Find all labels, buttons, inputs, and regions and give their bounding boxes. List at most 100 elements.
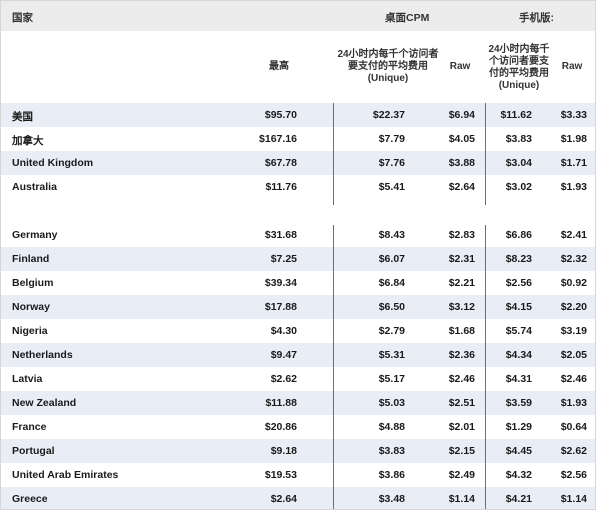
header-mobile: 手机版: [519, 12, 554, 24]
cell-desktop-raw: $3.12 [448, 301, 475, 313]
cell-mobile-raw: $1.71 [560, 157, 587, 169]
table-row [1, 199, 595, 223]
cell-max: $67.78 [264, 157, 297, 169]
cell-mobile-unique: $3.04 [505, 157, 532, 169]
cell-desktop-raw: $2.51 [448, 397, 475, 409]
cell-country: United Kingdom [12, 157, 94, 169]
cell-country: Portugal [12, 445, 55, 457]
table-column-header: 最高 24小时内每千个访问者要支付的平均费用 (Unique) Raw 24小时… [1, 31, 595, 103]
cell-mobile-unique: $4.32 [505, 469, 532, 481]
col-max: 最高 [269, 61, 289, 72]
cell-desktop-raw: $1.14 [448, 493, 475, 505]
cell-desktop-unique: $7.76 [378, 157, 405, 169]
table-row: Portugal $9.18 $3.83 $2.15 $4.45 $2.62 [1, 439, 595, 463]
cell-max: $9.47 [270, 349, 297, 361]
table-row: Latvia $2.62 $5.17 $2.46 $4.31 $2.46 [1, 367, 595, 391]
cell-max: $20.86 [264, 421, 297, 433]
table-row: 美国 $95.70 $22.37 $6.94 $11.62 $3.33 [1, 103, 595, 127]
cell-country: Nigeria [12, 325, 48, 337]
cell-max: $9.18 [270, 445, 297, 457]
cell-desktop-raw: $2.64 [448, 181, 475, 193]
cell-desktop-unique: $5.03 [378, 397, 405, 409]
table-row: Belgium $39.34 $6.84 $2.21 $2.56 $0.92 [1, 271, 595, 295]
table-row: Nigeria $4.30 $2.79 $1.68 $5.74 $3.19 [1, 319, 595, 343]
cell-country: Australia [12, 181, 57, 193]
cell-desktop-raw: $4.05 [448, 133, 475, 145]
cell-desktop-raw: $2.01 [448, 421, 475, 433]
cell-desktop-raw: $2.31 [448, 253, 475, 265]
cell-mobile-raw: $1.93 [560, 181, 587, 193]
cell-desktop-unique: $3.83 [378, 445, 405, 457]
column-divider [333, 103, 334, 205]
cell-mobile-unique: $3.59 [505, 397, 532, 409]
cell-desktop-raw: $3.88 [448, 157, 475, 169]
cell-desktop-unique: $5.31 [378, 349, 405, 361]
col-mobile-raw: Raw [561, 61, 583, 72]
cell-max: $2.62 [270, 373, 297, 385]
cell-country: Germany [12, 229, 58, 241]
cell-desktop-raw: $1.68 [448, 325, 475, 337]
table-row: New Zealand $11.88 $5.03 $2.51 $3.59 $1.93 [1, 391, 595, 415]
cell-mobile-unique: $3.02 [505, 181, 532, 193]
cell-max: $2.64 [270, 493, 297, 505]
cell-mobile-raw: $1.98 [560, 133, 587, 145]
cell-desktop-raw: $2.83 [448, 229, 475, 241]
cell-desktop-unique: $3.86 [378, 469, 405, 481]
cell-country: France [12, 421, 47, 433]
header-country: 国家 [12, 12, 33, 24]
cell-desktop-raw: $2.21 [448, 277, 475, 289]
cell-desktop-unique: $5.17 [378, 373, 405, 385]
cell-mobile-raw: $2.62 [560, 445, 587, 457]
table-row: Netherlands $9.47 $5.31 $2.36 $4.34 $2.05 [1, 343, 595, 367]
col-desktop-raw: Raw [449, 61, 471, 72]
cell-mobile-unique: $5.74 [505, 325, 532, 337]
cell-mobile-raw: $1.14 [560, 493, 587, 505]
cell-mobile-unique: $8.23 [505, 253, 532, 265]
cell-desktop-unique: $7.79 [378, 133, 405, 145]
cell-mobile-unique: $4.34 [505, 349, 532, 361]
cell-desktop-unique: $3.48 [378, 493, 405, 505]
table-row: United Kingdom $67.78 $7.76 $3.88 $3.04 $1.71 [1, 151, 595, 175]
cell-max: $31.68 [264, 229, 297, 241]
column-divider [485, 103, 486, 205]
cell-country: 加拿大 [12, 135, 44, 147]
column-divider [333, 225, 334, 509]
cell-mobile-unique: $4.15 [505, 301, 532, 313]
cell-country: Finland [12, 253, 50, 265]
cell-country: Greece [12, 493, 48, 505]
cell-max: $17.88 [264, 301, 297, 313]
cell-desktop-unique: $6.84 [378, 277, 405, 289]
cell-country: 美国 [12, 111, 33, 123]
cell-mobile-unique: $4.31 [505, 373, 532, 385]
cell-mobile-raw: $3.33 [560, 109, 587, 121]
cell-mobile-unique: $1.29 [505, 421, 532, 433]
cell-mobile-raw: $3.19 [560, 325, 587, 337]
cell-desktop-raw: $2.49 [448, 469, 475, 481]
cell-max: $11.76 [265, 181, 297, 193]
cell-desktop-unique: $6.50 [378, 301, 405, 313]
cell-desktop-raw: $2.15 [448, 445, 475, 457]
table-row: 加拿大 $167.16 $7.79 $4.05 $3.83 $1.98 [1, 127, 595, 151]
table-row: Australia $11.76 $5.41 $2.64 $3.02 $1.93 [1, 175, 595, 199]
table-row: Greece $2.64 $3.48 $1.14 $4.21 $1.14 [1, 487, 595, 509]
cell-desktop-unique: $5.41 [378, 181, 405, 193]
cell-country: Norway [12, 301, 50, 313]
cell-mobile-raw: $2.32 [560, 253, 587, 265]
table-row: France $20.86 $4.88 $2.01 $1.29 $0.64 [1, 415, 595, 439]
cell-country: United Arab Emirates [12, 469, 119, 481]
cell-desktop-unique: $8.43 [378, 229, 405, 241]
cell-mobile-raw: $1.93 [560, 397, 587, 409]
cell-country: Latvia [12, 373, 43, 385]
cell-country: Netherlands [12, 349, 73, 361]
cell-desktop-raw: $2.46 [448, 373, 475, 385]
column-divider [485, 225, 486, 509]
cell-mobile-unique: $6.86 [505, 229, 532, 241]
cell-country: Belgium [12, 277, 54, 289]
cell-max: $39.34 [264, 277, 297, 289]
cell-desktop-raw: $2.36 [448, 349, 475, 361]
cell-mobile-raw: $2.05 [560, 349, 587, 361]
cell-desktop-raw: $6.94 [448, 109, 475, 121]
cell-max: $11.88 [265, 397, 297, 409]
cell-mobile-unique: $4.21 [505, 493, 532, 505]
